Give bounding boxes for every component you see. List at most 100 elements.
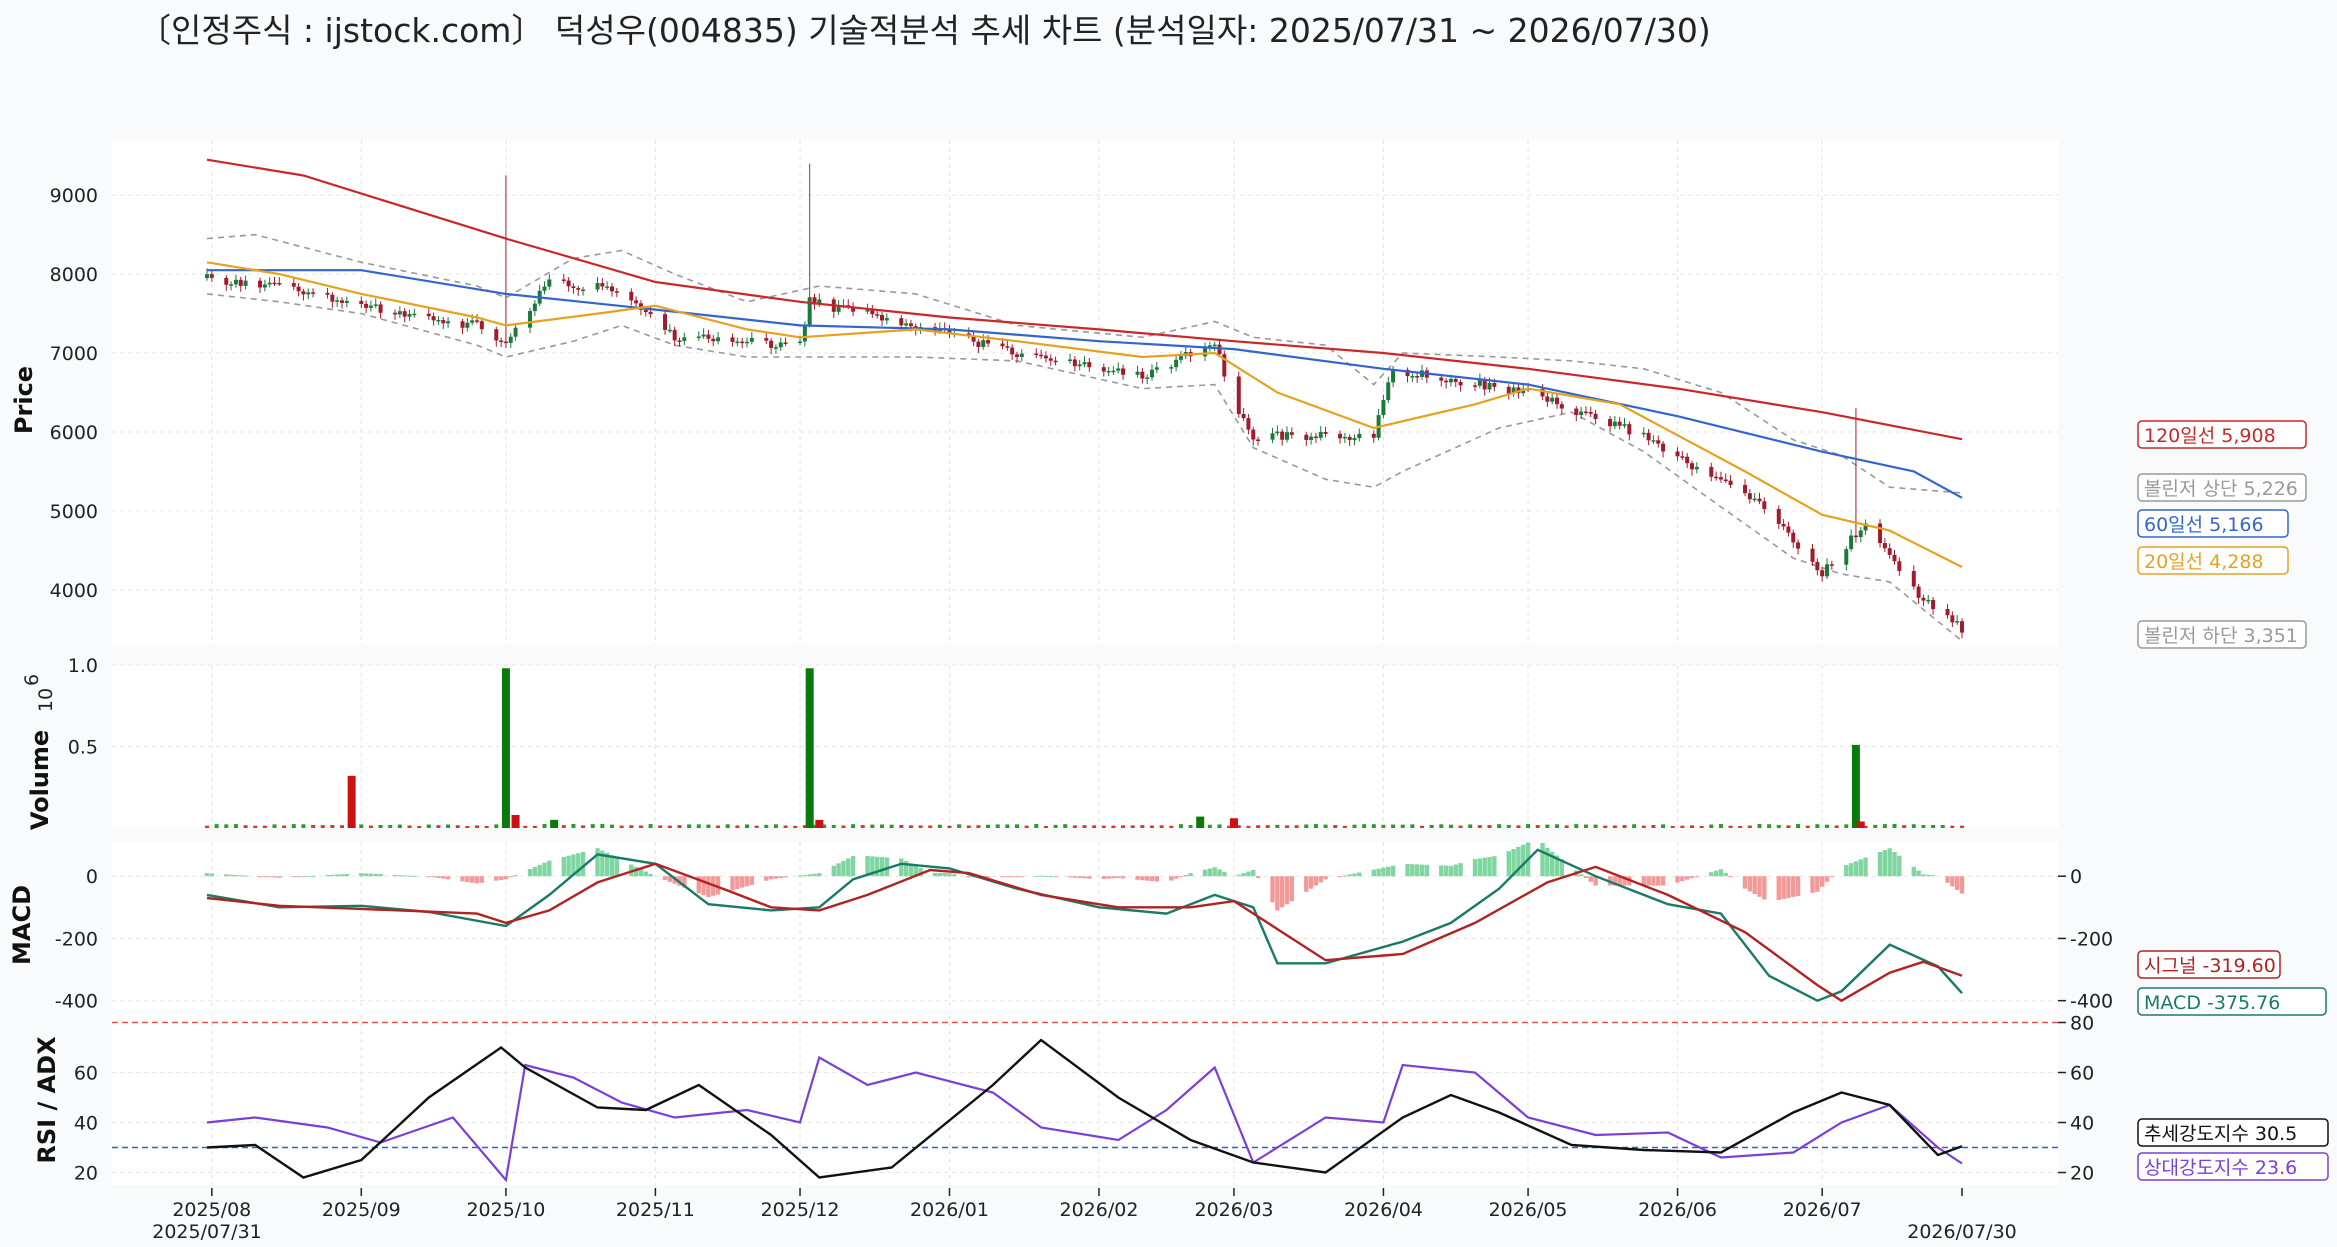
volume-bar-small [291, 824, 296, 828]
macd-histogram-bar [1246, 871, 1251, 877]
volume-bar-small [658, 825, 663, 828]
volume-bar-small [1265, 825, 1270, 828]
candle-body [571, 286, 576, 289]
volume-bar-small [735, 825, 740, 828]
candle-body [325, 292, 330, 295]
volume-bar-small [455, 825, 460, 828]
macd-histogram-bar [1381, 867, 1386, 877]
macd-histogram-bar [1588, 876, 1593, 882]
candle-body [870, 309, 875, 315]
candle-body [1921, 597, 1926, 601]
volume-bar-small [793, 825, 798, 828]
macd-histogram-bar [1675, 876, 1680, 883]
candle-body [1583, 411, 1588, 414]
volume-bar-small [1169, 825, 1174, 828]
macd-histogram-bar [1270, 876, 1275, 903]
candle-body [711, 338, 716, 342]
candle-body [1458, 381, 1463, 386]
rsi-y-tick-label-left: 40 [74, 1113, 98, 1135]
volume-bar-small [590, 824, 595, 828]
candle-body [296, 286, 301, 292]
candle-body [1015, 354, 1019, 357]
macd-histogram-bar [633, 866, 639, 877]
macd-histogram-bar [1781, 876, 1786, 900]
volume-bar-small [1015, 824, 1019, 828]
macd-value-tag-box [2137, 987, 2327, 1016]
macd-histogram-bar [1347, 874, 1352, 877]
candle-body [1694, 466, 1699, 470]
macd-histogram-bar [1680, 876, 1685, 882]
macd-histogram-bar [1284, 876, 1290, 905]
candle-body [1338, 433, 1343, 439]
candle-body [1121, 368, 1126, 375]
candle-body [1617, 421, 1622, 426]
candle-body [1082, 362, 1087, 365]
macd-histogram-bar [1149, 876, 1155, 882]
candle-body [1661, 443, 1666, 452]
candle-body [1487, 382, 1492, 390]
volume-bar-small [1285, 825, 1289, 828]
candle-body [243, 280, 248, 286]
volume-bar-small [214, 824, 219, 828]
macd-histogram-bar [445, 876, 451, 880]
candle-body [1863, 523, 1868, 531]
macd-histogram-bar [1819, 876, 1825, 887]
macd-histogram-bar [1492, 856, 1497, 877]
candle-body [1289, 432, 1294, 435]
candle-body [1646, 432, 1651, 441]
macd-histogram-bar [469, 876, 475, 883]
volume-bar-small [320, 825, 325, 828]
volume-scale-exponent: 6 [21, 674, 43, 686]
macd-histogram-bar [503, 876, 509, 880]
volume-bar-small [1246, 825, 1251, 828]
candle-body [1574, 408, 1579, 416]
volume-bar-small [243, 825, 248, 828]
macd-histogram-bar [566, 855, 571, 877]
price-y-tick-label: 8000 [50, 264, 98, 286]
volume-bar-small [1641, 825, 1646, 828]
macd-histogram-bar [1656, 876, 1661, 886]
candle-body [812, 297, 817, 305]
volume-bar-small [1362, 824, 1367, 828]
macd-histogram-bar [1848, 863, 1854, 877]
candle-body [1178, 356, 1183, 360]
candle-body [475, 320, 479, 322]
ma20-value-tag: 20일선 4,288 [2137, 546, 2289, 575]
macd-histogram-bar [542, 862, 547, 877]
volume-bar-small [619, 825, 624, 828]
candle-body [1439, 377, 1444, 381]
volume-bar-small [1670, 825, 1675, 828]
macd-histogram-bar [1824, 876, 1830, 882]
volume-bar-small [1005, 824, 1010, 828]
candle-body [1714, 476, 1719, 479]
candle-body [1728, 480, 1733, 485]
volume-bar-small [870, 824, 875, 828]
macd-histogram-bar [604, 852, 610, 877]
macd-histogram-bar [1202, 869, 1208, 877]
macd-histogram-bar [1554, 855, 1560, 877]
volume-y-tick-label: 1.0 [68, 655, 98, 677]
candle-body [393, 312, 398, 315]
x-tick-label: 2025/11 [616, 1199, 695, 1221]
candle-body [1415, 376, 1420, 378]
macd-histogram-bar [1414, 864, 1420, 877]
candle-body [1371, 433, 1376, 438]
candle-body [1892, 554, 1897, 562]
macd-histogram-bar [817, 873, 822, 877]
candle-body [1810, 548, 1815, 562]
macd-histogram-bar [1651, 876, 1656, 886]
candle-body [986, 340, 991, 344]
volume-bar-small [928, 825, 933, 828]
candle-body [1313, 436, 1318, 439]
volume-bar [347, 775, 356, 828]
macd-histogram-bar [296, 876, 301, 878]
macd-histogram-bar [903, 860, 909, 877]
macd-histogram-bar [228, 874, 234, 877]
candle-body [1916, 586, 1921, 598]
candle-body [205, 274, 209, 279]
price-y-tick-label: 5000 [50, 501, 98, 523]
volume-bar-small [1024, 825, 1029, 828]
candle-body [634, 300, 639, 304]
macd-histogram-bar [1612, 876, 1618, 886]
